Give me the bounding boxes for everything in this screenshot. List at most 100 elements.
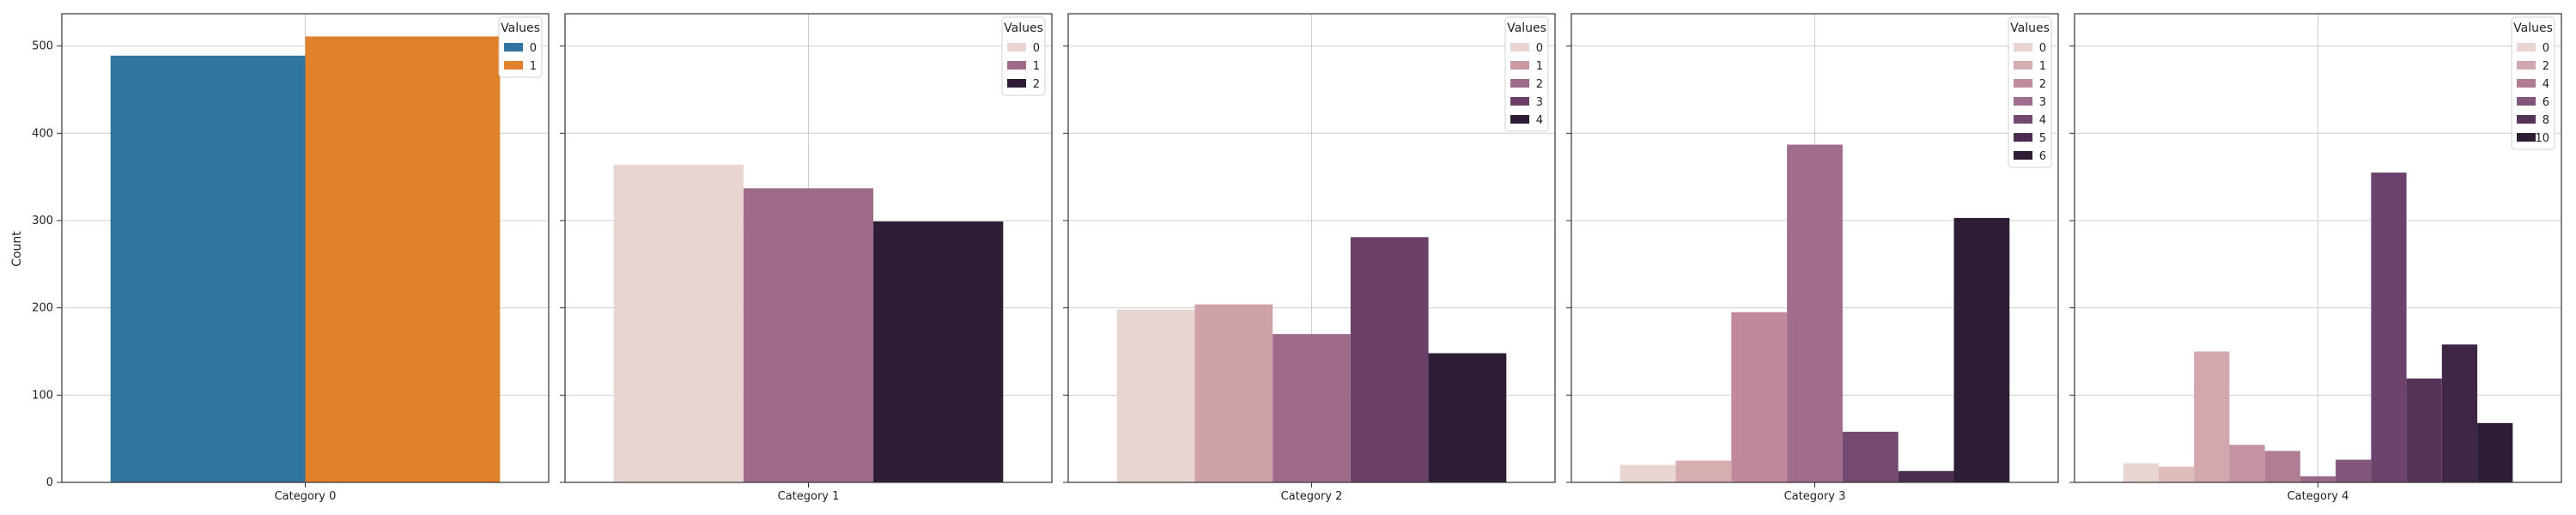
panel-0: 0 100 200 300 400 500 Category 0 Values 0 1: [32, 13, 550, 503]
legend-label: 2: [2543, 60, 2549, 73]
bar: [2336, 459, 2372, 482]
legend-label: 1: [1536, 60, 1543, 73]
bar: [2371, 173, 2407, 482]
panel-2: Category 2 Values 0 1 2 3 4: [1063, 13, 1556, 503]
x-tick-label: Category 2: [1281, 490, 1343, 503]
bar: [1731, 312, 1788, 482]
legend-swatch: [2517, 97, 2536, 106]
legend-label: 4: [1536, 114, 1543, 127]
legend-label: 10: [2535, 132, 2549, 145]
x-tick-label: Category 3: [1784, 490, 1846, 503]
bar: [1675, 460, 1732, 482]
y-tick-label: 400: [32, 127, 53, 140]
bar: [1273, 334, 1351, 482]
legend-label: 3: [2039, 96, 2046, 109]
legend-swatch: [2014, 97, 2032, 106]
legend-swatch: [2014, 61, 2032, 70]
legend-swatch: [2014, 133, 2032, 142]
y-tick-label: 200: [32, 302, 53, 315]
legend-label: 2: [1536, 78, 1543, 91]
x-tick-label: Category 0: [275, 490, 337, 503]
legend-title: Values: [2010, 21, 2050, 35]
legend-label: 2: [1033, 78, 1040, 91]
legend-label: 8: [2543, 114, 2549, 127]
bar: [2123, 463, 2159, 482]
legend-box: [2008, 16, 2052, 168]
legend-label: 1: [530, 60, 537, 73]
legend-swatch: [1510, 79, 1529, 88]
bar: [1953, 217, 2010, 482]
bar: [873, 221, 1004, 482]
legend-swatch: [1007, 43, 1026, 52]
bar: [1787, 144, 1843, 482]
bar: [2194, 351, 2230, 482]
legend-swatch: [2517, 43, 2536, 52]
y-tick-label: 500: [32, 40, 53, 53]
legend-label: 2: [2039, 78, 2046, 91]
legend-title: Values: [1004, 21, 1043, 35]
legend-swatch: [1510, 61, 1529, 70]
legend-swatch: [504, 61, 523, 70]
bar: [2229, 445, 2265, 482]
legend-label: 1: [2039, 60, 2046, 73]
legend: Values 0 1 2 3 4 5 6: [2008, 16, 2052, 168]
bar: [2158, 466, 2195, 482]
panel-3: Category 3 Values 0 1 2 3 4 5 6: [1566, 13, 2059, 503]
legend-label: 3: [1536, 96, 1543, 109]
legend-swatch: [1510, 43, 1529, 52]
bar: [2441, 344, 2478, 482]
legend-label: 0: [2543, 42, 2549, 55]
legend-swatch: [1510, 97, 1529, 106]
bar: [2406, 379, 2442, 482]
legend-label: 4: [2543, 78, 2549, 91]
bar: [2300, 476, 2336, 482]
legend-label: 6: [2543, 96, 2549, 109]
legend-swatch: [2014, 79, 2032, 88]
legend-title: Values: [2513, 21, 2553, 35]
legend-swatch: [2517, 79, 2536, 88]
legend-title: Values: [1507, 21, 1546, 35]
legend-title: Values: [501, 21, 540, 35]
legend-label: 6: [2039, 150, 2046, 163]
legend: Values 0 1: [498, 16, 543, 78]
y-tick-label: 300: [32, 215, 53, 227]
legend-swatch: [2517, 133, 2536, 142]
legend-swatch: [1007, 79, 1026, 88]
legend-label: 0: [1536, 42, 1543, 55]
bar: [743, 188, 874, 482]
y-tick-label: 100: [32, 389, 53, 402]
legend-swatch: [2517, 115, 2536, 124]
legend-swatch: [2014, 115, 2032, 124]
bar: [613, 164, 744, 482]
legend-swatch: [2014, 43, 2032, 52]
legend: Values 0 1 2: [1001, 16, 1046, 96]
bar: [1898, 470, 1954, 482]
panel-4: Category 4 Values 0 2 4 6 8 10: [2069, 13, 2562, 503]
bar: [110, 55, 306, 482]
legend-swatch: [504, 43, 523, 52]
legend-swatch: [1007, 61, 1026, 70]
bar: [1116, 309, 1195, 482]
legend-swatch: [2517, 61, 2536, 70]
bar: [1619, 464, 1676, 482]
legend: Values 0 2 4 6 8 10: [2511, 16, 2555, 150]
bar: [305, 36, 501, 483]
x-tick-label: Category 1: [778, 490, 840, 503]
bar: [1350, 237, 1429, 482]
legend-box: [1001, 16, 1046, 96]
bar: [1428, 353, 1507, 482]
bar: [1842, 432, 1899, 482]
legend: Values 0 1 2 3 4: [1504, 16, 1549, 132]
legend-label: 0: [530, 42, 537, 55]
y-tick-label: 0: [46, 476, 53, 489]
legend-label: 1: [1033, 60, 1040, 73]
bar: [1194, 304, 1273, 482]
legend-label: 4: [2039, 114, 2046, 127]
y-axis-label: Count: [10, 231, 24, 267]
bar: [2477, 422, 2513, 482]
legend-swatch: [1510, 115, 1529, 124]
x-tick-label: Category 4: [2287, 490, 2349, 503]
legend-label: 0: [2039, 42, 2046, 55]
